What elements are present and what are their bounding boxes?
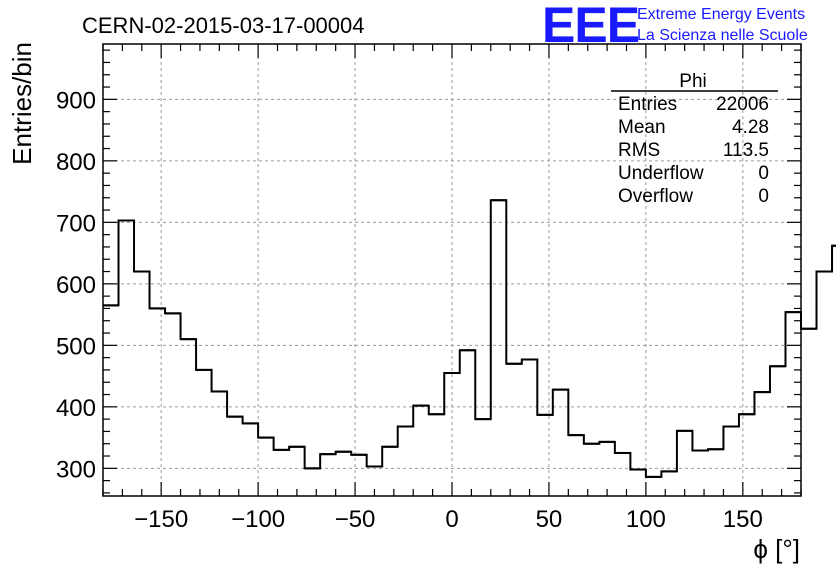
y-tick-label: 500 — [56, 333, 96, 360]
chart-title: CERN-02-2015-03-17-00004 — [82, 13, 365, 38]
stats-label-underflow: Underflow — [618, 163, 704, 184]
x-tick-label: −100 — [231, 506, 285, 533]
x-tick-label: 100 — [626, 506, 666, 533]
y-tick-label: 400 — [56, 395, 96, 422]
y-tick-label: 800 — [56, 149, 96, 176]
y-tick-label: 600 — [56, 272, 96, 299]
x-axis-label: ϕ [°] — [753, 534, 800, 564]
x-tick-label: 150 — [723, 506, 763, 533]
eee-logo-line1: Extreme Energy Events — [637, 6, 805, 23]
y-axis-label: Entries/bin — [7, 42, 37, 165]
tick-labels: −150 −100 −50 0 50 100 150 300 400 500 600 700 800 90… — [56, 87, 763, 533]
x-tick-label: 50 — [536, 506, 563, 533]
eee-logo: EEE Extreme Energy Events La Scienza nel… — [542, 0, 808, 53]
y-tick-label: 300 — [56, 456, 96, 483]
stats-value-rms: 113.5 — [723, 140, 769, 161]
eee-logo-line2: La Scienza nelle Scuole — [637, 27, 808, 44]
stats-label-entries: Entries — [618, 94, 677, 115]
axes — [102, 43, 802, 497]
y-tick-label: 700 — [56, 210, 96, 237]
stats-value-entries: 22006 — [716, 94, 769, 115]
stats-label-mean: Mean — [618, 117, 666, 138]
stats-box: Phi Entries 22006 Mean 4.28 RMS 113.5 Un… — [611, 71, 778, 207]
x-tick-label: −50 — [335, 506, 376, 533]
stats-box-title: Phi — [679, 71, 706, 92]
stats-value-underflow: 0 — [758, 163, 769, 184]
x-tick-label: 0 — [445, 506, 458, 533]
histogram-line — [103, 199, 836, 478]
stats-value-mean: 4.28 — [732, 117, 769, 138]
x-tick-label: −150 — [134, 506, 188, 533]
eee-logo-mark: EEE — [542, 0, 639, 53]
grid-lines — [103, 44, 801, 496]
stats-value-overflow: 0 — [758, 186, 769, 207]
histogram-series — [103, 199, 836, 478]
stats-label-overflow: Overflow — [618, 186, 693, 207]
y-tick-label: 900 — [56, 87, 96, 114]
stats-label-rms: RMS — [618, 140, 660, 161]
